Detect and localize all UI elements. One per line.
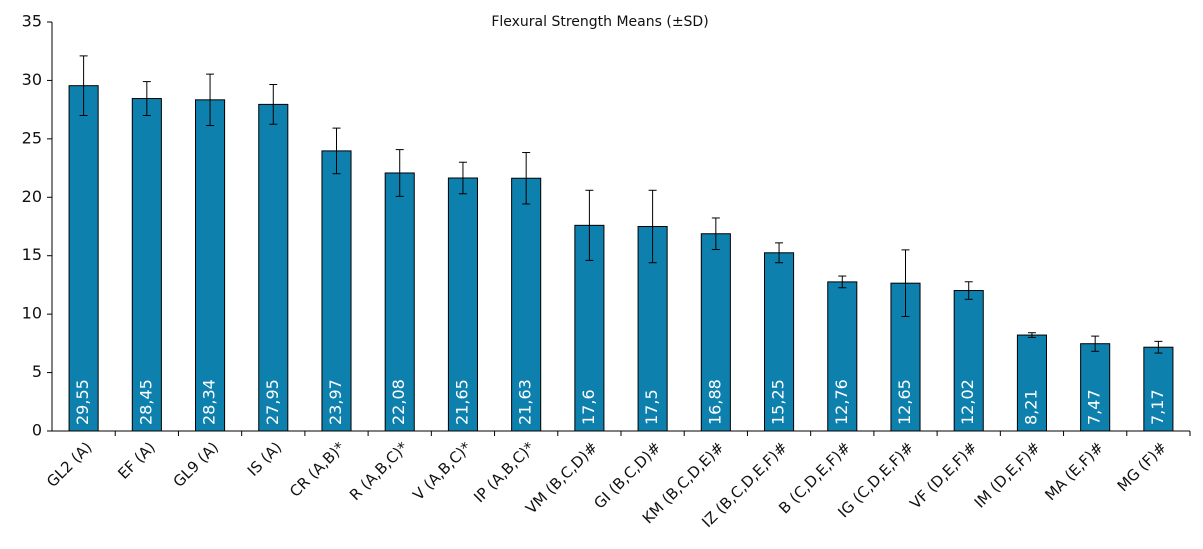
x-tick-label: R (A,B,C)* <box>346 438 412 504</box>
value-label: 7,47 <box>1085 389 1104 425</box>
bar <box>827 281 858 432</box>
y-tick-label: 10 <box>22 304 42 323</box>
y-tick-label: 35 <box>22 12 42 31</box>
y-tick-label: 5 <box>32 362 42 381</box>
bar <box>321 150 352 432</box>
bar <box>511 177 542 432</box>
value-label: 27,95 <box>263 379 282 425</box>
y-tick-label: 30 <box>22 70 42 89</box>
bar <box>384 172 415 432</box>
y-tick-label: 25 <box>22 128 42 147</box>
y-tick-label: 0 <box>32 421 42 440</box>
value-label: 16,88 <box>705 379 724 425</box>
x-tick-label: IM (D,E,F)# <box>971 438 1044 511</box>
value-label: 12,76 <box>832 379 851 425</box>
y-tick-label: 15 <box>22 245 42 264</box>
x-tick-label: GL9 (A) <box>170 438 223 491</box>
value-label: 8,21 <box>1021 389 1040 425</box>
x-tick-label: IS (A) <box>244 438 285 479</box>
bar <box>1080 343 1111 432</box>
value-label: 29,55 <box>73 379 92 425</box>
y-tick-label: 20 <box>22 187 42 206</box>
bar <box>764 252 795 432</box>
bar <box>700 233 731 432</box>
value-label: 15,25 <box>769 379 788 425</box>
x-tick-label: IP (A,B,C)* <box>470 438 538 506</box>
bar <box>1143 346 1174 432</box>
x-tick-label: GL2 (A) <box>43 438 96 491</box>
bar <box>1016 334 1047 432</box>
value-label: 28,34 <box>200 379 219 425</box>
x-tick-label: V (A,B,C)* <box>409 438 475 504</box>
bar <box>195 99 226 432</box>
value-label: 21,65 <box>452 379 471 425</box>
value-label: 12,65 <box>895 379 914 425</box>
value-label: 23,97 <box>326 379 345 425</box>
bar <box>131 98 162 432</box>
value-label: 28,45 <box>136 379 155 425</box>
value-label: 12,02 <box>958 379 977 425</box>
bar <box>258 103 289 432</box>
value-label: 21,63 <box>516 379 535 425</box>
value-label: 22,08 <box>389 379 408 425</box>
x-tick-label: CR (A,B)* <box>286 438 349 501</box>
chart-title: Flexural Strength Means (±SD) <box>491 14 708 30</box>
x-tick-label: EF (A) <box>114 438 158 482</box>
value-label: 17,6 <box>579 389 598 425</box>
bar <box>68 85 99 432</box>
x-tick-label: VF (D,E,F)# <box>906 438 980 512</box>
x-tick-label: MA (E,F)# <box>1041 438 1107 504</box>
value-label: 17,5 <box>642 389 661 425</box>
x-tick-label: MG (F)# <box>1114 438 1171 495</box>
value-label: 7,17 <box>1148 389 1167 425</box>
